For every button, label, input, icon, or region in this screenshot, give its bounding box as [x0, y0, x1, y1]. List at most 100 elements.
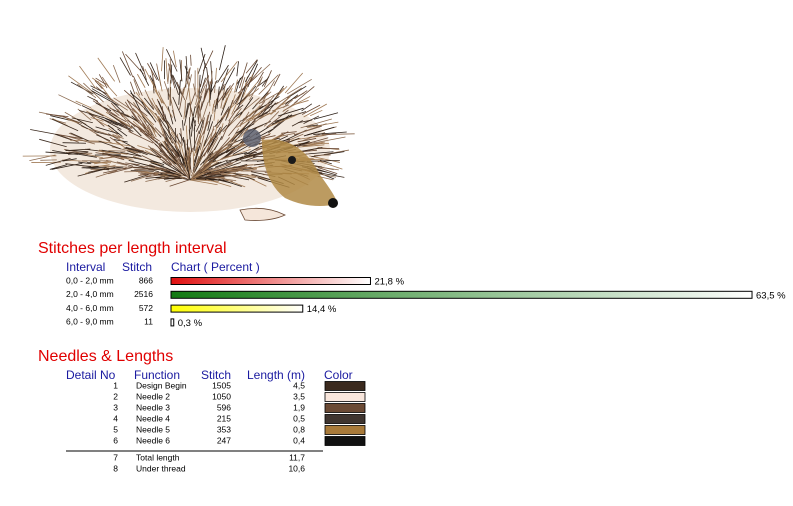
- spine: [124, 174, 149, 183]
- spine: [111, 101, 125, 114]
- nose: [328, 198, 338, 208]
- spine: [81, 105, 104, 117]
- spine: [284, 72, 304, 94]
- spine: [131, 111, 140, 122]
- spine: [154, 127, 166, 138]
- spine: [214, 91, 220, 112]
- spine: [214, 81, 216, 93]
- spine: [284, 94, 299, 105]
- spine: [258, 90, 282, 105]
- spine: [235, 123, 255, 134]
- spine: [251, 103, 270, 120]
- spine: [101, 141, 131, 147]
- spine: [261, 76, 270, 87]
- length: 0,8: [293, 424, 305, 434]
- spine: [209, 81, 213, 101]
- spine: [131, 146, 149, 154]
- column-header: Function: [134, 368, 180, 382]
- spine: [158, 143, 169, 158]
- spine: [172, 165, 186, 177]
- spine: [167, 106, 174, 125]
- spine: [197, 101, 203, 122]
- interval: 4,0 - 6,0 mm: [66, 303, 114, 313]
- spine: [190, 106, 196, 130]
- spine: [268, 114, 297, 128]
- spine: [210, 79, 218, 93]
- spine: [146, 117, 159, 135]
- spine: [217, 64, 229, 83]
- spine: [62, 142, 87, 144]
- spine: [62, 116, 82, 124]
- spine: [191, 162, 206, 180]
- color-swatch: [324, 425, 366, 435]
- spine: [192, 161, 211, 178]
- spine: [104, 82, 118, 97]
- spine: [318, 160, 343, 170]
- spine: [269, 95, 291, 115]
- spine: [252, 158, 266, 161]
- spine: [156, 63, 162, 87]
- function: Needle 4: [136, 413, 170, 423]
- spine: [165, 49, 178, 72]
- detail-no: 4: [113, 413, 118, 423]
- spine: [46, 113, 69, 118]
- spine: [134, 168, 155, 171]
- spine: [153, 87, 164, 104]
- spine: [201, 143, 214, 158]
- color-swatch: [324, 414, 366, 424]
- spine: [295, 123, 327, 135]
- spine: [220, 85, 226, 109]
- spine: [247, 63, 258, 88]
- spine: [128, 120, 152, 136]
- percent-bar: [170, 304, 304, 313]
- spine: [52, 118, 68, 127]
- spine: [195, 157, 203, 167]
- spine: [167, 131, 182, 157]
- length: 3,5: [293, 391, 305, 401]
- spine: [126, 99, 134, 111]
- spine: [180, 144, 188, 171]
- spine: [277, 107, 304, 117]
- spine: [195, 98, 200, 116]
- spine: [194, 147, 206, 173]
- spine: [121, 113, 136, 128]
- spine: [107, 124, 123, 137]
- spine: [121, 51, 134, 78]
- spine: [98, 150, 120, 154]
- spine: [159, 118, 177, 143]
- stitch: 866: [139, 275, 153, 285]
- spine: [127, 166, 149, 169]
- column-header: Chart ( Percent ): [171, 260, 260, 274]
- spine: [127, 150, 142, 157]
- detail-no: 5: [113, 424, 118, 434]
- spine: [297, 138, 317, 143]
- spine: [234, 79, 238, 93]
- spine: [249, 78, 262, 101]
- color-swatch: [324, 381, 366, 391]
- spine: [188, 129, 193, 152]
- spine: [52, 150, 73, 155]
- spine: [146, 127, 156, 142]
- spine: [208, 90, 211, 107]
- spine: [207, 114, 212, 131]
- spine: [198, 120, 204, 134]
- column-header: Stitch: [201, 368, 231, 382]
- spine: [167, 64, 171, 84]
- spine: [133, 101, 146, 120]
- spine: [187, 148, 192, 173]
- spine: [91, 88, 114, 102]
- spine: [191, 164, 212, 180]
- spine: [93, 98, 108, 112]
- spine: [151, 127, 157, 138]
- spine: [201, 161, 218, 173]
- spine: [128, 160, 155, 168]
- spine: [239, 152, 255, 160]
- spine: [208, 148, 222, 158]
- percent-bar: [170, 318, 175, 327]
- spine: [185, 74, 192, 100]
- spine: [90, 85, 109, 95]
- spine: [95, 170, 118, 178]
- spine: [201, 101, 209, 122]
- spine: [160, 143, 178, 162]
- spine: [49, 164, 68, 170]
